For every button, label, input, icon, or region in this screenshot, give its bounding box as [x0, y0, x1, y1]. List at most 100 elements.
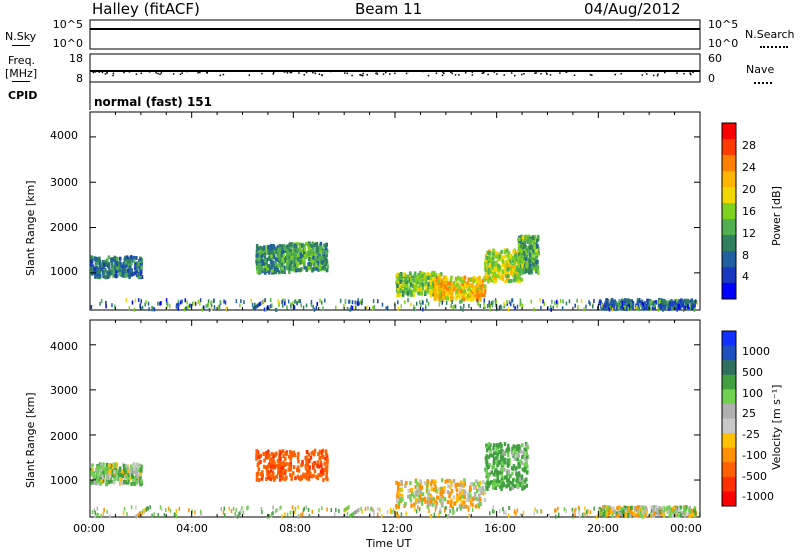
freq-dot: [520, 73, 523, 76]
freq-dot: [389, 73, 391, 75]
velocity-cell: [100, 472, 104, 477]
velocity-cell: [135, 463, 138, 468]
velocity-cell: [234, 512, 236, 517]
power-cell: [524, 252, 528, 257]
velocity-cell: [466, 505, 469, 510]
power-cell: [256, 260, 259, 265]
velocity-cell: [536, 509, 538, 514]
velocity-cell: [499, 442, 502, 447]
vel-cb-tick-m500: -500: [742, 470, 767, 483]
power-cell: [296, 263, 299, 268]
freq-left-tick-top: 18: [69, 52, 83, 65]
velocity-cell: [440, 502, 444, 507]
power-cell: [414, 287, 418, 292]
velocity-cell: [266, 470, 270, 475]
power-cell: [524, 234, 528, 239]
velocity-cell: [399, 497, 402, 502]
power-cell: [659, 299, 661, 304]
velocity-cell: [113, 480, 116, 485]
velocity-cell: [259, 453, 263, 458]
power-cell: [299, 257, 303, 262]
velocity-cell: [275, 474, 279, 479]
velocity-cell: [318, 449, 322, 454]
velocity-colorbar-frame: [721, 330, 737, 507]
power-cell: [99, 301, 101, 306]
power-cell: [319, 259, 322, 264]
velocity-cell: [606, 507, 608, 512]
power-cell: [395, 273, 398, 278]
power-cell: [415, 301, 418, 306]
power-cell: [437, 279, 440, 284]
velocity-cell: [440, 487, 444, 492]
power-ytick-2000: 2000: [50, 221, 78, 234]
power-cell: [385, 306, 387, 311]
power-cell: [324, 243, 327, 248]
power-cell: [141, 305, 144, 310]
power-cell: [300, 249, 304, 254]
velocity-cell: [635, 513, 638, 518]
freq-dot: [426, 70, 428, 72]
velocity-cell: [500, 474, 504, 479]
power-cell: [517, 252, 521, 257]
velocity-cell: [269, 474, 273, 479]
velocity-cell: [487, 465, 490, 470]
velocity-cell: [143, 508, 145, 513]
power-cell: [114, 269, 118, 274]
freq-dot: [483, 71, 485, 74]
velocity-panel-frame: [89, 319, 701, 518]
freq-dot: [690, 73, 692, 76]
velocity-cell: [669, 509, 672, 514]
velocity-cell: [524, 447, 528, 452]
freq-dot: [160, 72, 163, 74]
velocity-cell: [492, 446, 495, 451]
power-cell: [267, 245, 271, 250]
freq-dot: [346, 72, 349, 75]
power-cell: [461, 295, 464, 300]
power-cell: [604, 303, 608, 308]
power-cell: [90, 259, 94, 264]
power-cell: [303, 262, 306, 267]
velocity-cell: [431, 479, 434, 484]
power-cell: [604, 306, 607, 311]
velocity-cell: [682, 511, 685, 516]
velocity-cell: [173, 512, 176, 517]
power-cell: [290, 255, 293, 260]
velocity-cell: [144, 508, 146, 513]
velocity-cell: [548, 513, 550, 518]
vel-ytick-3000: 3000: [50, 384, 78, 397]
velocity-cell: [135, 514, 137, 519]
power-cell: [199, 298, 202, 303]
power-cell: [534, 255, 538, 260]
power-cell: [501, 269, 505, 274]
power-cell: [519, 243, 523, 248]
power-cell: [531, 253, 534, 258]
velocity-cell: [492, 465, 495, 470]
power-cell: [523, 243, 526, 248]
power-cell: [533, 267, 537, 272]
power-cell: [296, 247, 299, 252]
power-cell: [487, 273, 490, 278]
velocity-cell: [135, 467, 138, 472]
power-cell: [284, 301, 286, 306]
power-cell: [414, 278, 417, 283]
power-cell: [460, 299, 462, 304]
velocity-cell: [497, 450, 501, 455]
freq-dot: [179, 73, 182, 75]
power-cell: [505, 248, 509, 253]
power-cell: [401, 278, 404, 283]
power-cell: [416, 287, 420, 292]
power-cell: [457, 275, 460, 280]
velocity-cell: [658, 506, 661, 511]
power-cell: [251, 302, 254, 307]
power-cell: [100, 298, 103, 303]
power-cell: [377, 299, 379, 304]
velocity-cell: [430, 497, 434, 502]
power-cell: [439, 298, 442, 303]
power-cell: [476, 293, 479, 298]
power-cell: [524, 257, 528, 262]
velocity-cell: [486, 477, 489, 482]
velocity-cell: [111, 473, 114, 478]
power-cell: [514, 257, 518, 262]
power-cell: [312, 304, 314, 309]
velocity-cell: [631, 511, 634, 516]
